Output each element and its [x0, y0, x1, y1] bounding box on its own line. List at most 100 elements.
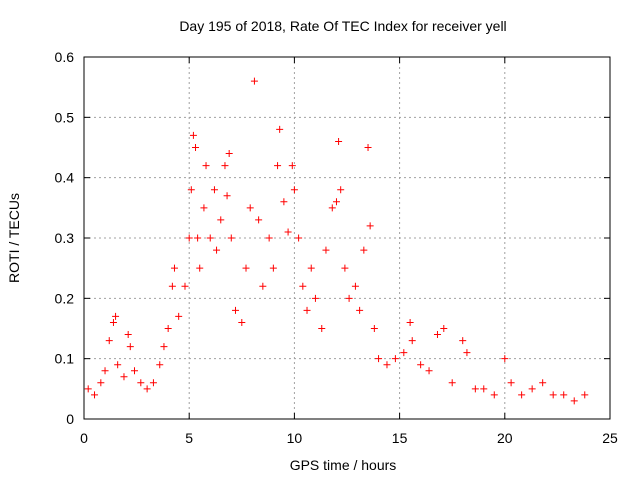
data-point	[335, 137, 343, 145]
data-point	[221, 162, 229, 170]
data-points	[84, 77, 589, 405]
data-point	[164, 325, 172, 332]
data-point	[91, 391, 99, 399]
data-point	[185, 234, 193, 242]
data-point	[246, 204, 254, 212]
data-point	[448, 379, 456, 387]
data-point	[97, 379, 105, 387]
data-point	[375, 355, 383, 363]
data-point	[299, 282, 307, 290]
data-point	[114, 361, 122, 369]
data-point	[130, 367, 138, 375]
data-point	[194, 234, 202, 242]
data-point	[501, 355, 509, 363]
data-point	[328, 204, 336, 212]
data-point	[276, 125, 284, 133]
data-point	[126, 343, 134, 351]
data-point	[112, 312, 120, 320]
data-point	[192, 144, 200, 151]
data-point	[490, 391, 498, 399]
data-point	[425, 367, 433, 375]
data-point	[274, 162, 282, 170]
y-tick-label: 0.6	[55, 49, 75, 65]
data-point	[101, 367, 109, 375]
x-tick-label: 20	[497, 430, 513, 446]
data-point	[528, 385, 536, 393]
data-point	[345, 294, 353, 302]
data-point	[255, 216, 263, 224]
data-point	[175, 312, 183, 320]
data-point	[284, 228, 292, 236]
data-point	[168, 282, 176, 290]
data-point	[231, 306, 239, 314]
data-point	[322, 246, 330, 254]
data-point	[200, 204, 208, 212]
data-point	[196, 264, 204, 272]
data-point	[311, 294, 319, 302]
data-point	[408, 337, 416, 345]
data-point	[105, 337, 113, 345]
data-point	[341, 264, 349, 272]
data-point	[217, 216, 225, 224]
data-point	[242, 264, 250, 272]
data-point	[210, 186, 218, 194]
data-point	[351, 282, 359, 290]
data-point	[307, 264, 315, 272]
data-point	[160, 343, 168, 351]
data-point	[360, 246, 368, 254]
data-point	[124, 331, 132, 339]
data-point	[433, 331, 441, 339]
data-point	[288, 162, 296, 170]
data-point	[370, 325, 378, 332]
data-point	[84, 385, 92, 393]
data-point	[109, 318, 117, 326]
y-tick-label: 0.3	[55, 230, 75, 246]
data-point	[238, 318, 246, 326]
x-tick-label: 25	[602, 430, 618, 446]
y-tick-label: 0	[66, 411, 74, 427]
data-point	[187, 186, 195, 194]
data-point	[539, 379, 547, 387]
data-point	[265, 234, 273, 242]
x-tick-label: 0	[80, 430, 88, 446]
data-point	[463, 349, 471, 357]
data-point	[223, 192, 231, 200]
data-point	[269, 264, 277, 272]
data-point	[213, 246, 221, 254]
data-point	[337, 186, 345, 194]
data-point	[303, 306, 311, 314]
data-point	[170, 264, 178, 272]
data-point	[459, 337, 467, 345]
data-point	[560, 391, 568, 399]
data-point	[149, 379, 157, 387]
data-point	[518, 391, 526, 399]
axis-ticks: 0 5 10 15 20 25 0 0.1 0.2 0.3 0.4 0.5 0.6	[55, 49, 618, 446]
data-point	[137, 379, 145, 387]
data-point	[202, 162, 210, 170]
data-point	[383, 361, 391, 369]
y-axis-label: ROTI / TECUs	[6, 193, 22, 283]
data-point	[406, 318, 414, 326]
data-point	[581, 391, 589, 399]
data-point	[400, 349, 408, 357]
y-tick-label: 0.4	[55, 170, 75, 186]
data-point	[225, 150, 233, 158]
data-point	[290, 186, 298, 194]
data-point	[143, 385, 151, 393]
x-tick-label: 5	[185, 430, 193, 446]
data-point	[366, 222, 374, 230]
x-tick-label: 10	[287, 430, 303, 446]
data-point	[189, 131, 197, 139]
chart-title: Day 195 of 2018, Rate Of TEC Index for r…	[179, 18, 506, 34]
data-point	[471, 385, 479, 393]
x-axis-label: GPS time / hours	[290, 457, 397, 473]
data-point	[332, 198, 340, 206]
data-point	[440, 325, 448, 332]
data-point	[356, 306, 364, 314]
data-point	[206, 234, 214, 242]
data-point	[295, 234, 303, 242]
data-point	[259, 282, 267, 290]
data-point	[227, 234, 235, 242]
